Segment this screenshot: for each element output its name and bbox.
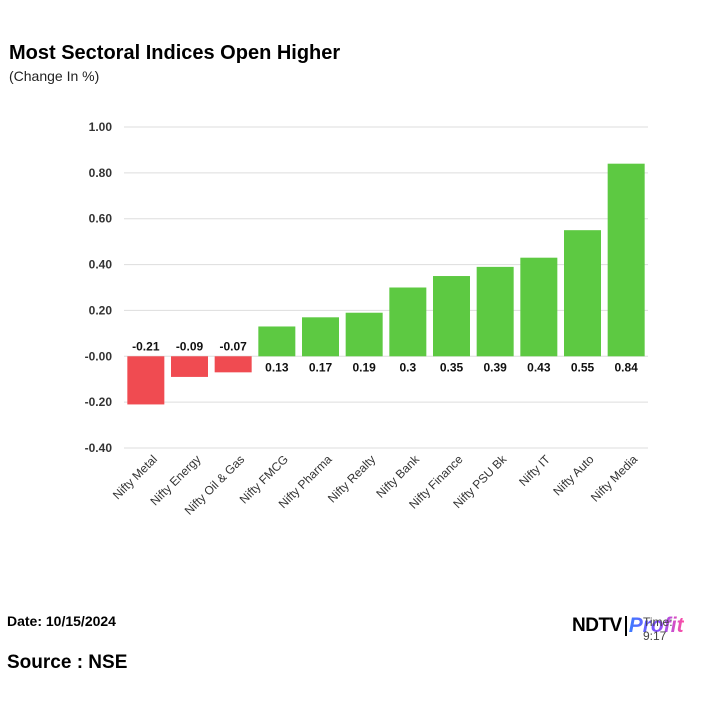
data-label: 0.19 — [352, 360, 376, 374]
y-tick-label: 0.80 — [89, 166, 113, 180]
bar — [214, 356, 252, 373]
bar — [607, 163, 645, 357]
data-label: 0.55 — [571, 360, 595, 374]
logo-time-text: Time: 9:17 — [643, 615, 673, 643]
y-tick-label: -0.20 — [85, 395, 113, 409]
y-tick-label: -0.00 — [85, 349, 113, 363]
bar — [127, 356, 165, 405]
x-tick-label: Nifty Media — [588, 452, 641, 505]
logo-ndtv-text: NDTV — [572, 615, 622, 636]
y-tick-label: -0.40 — [85, 441, 113, 455]
data-label: 0.84 — [614, 360, 638, 374]
data-label: -0.21 — [132, 339, 160, 353]
data-label: 0.43 — [527, 360, 551, 374]
bar — [520, 257, 558, 357]
data-label: -0.09 — [176, 339, 204, 353]
data-label: -0.07 — [219, 339, 247, 353]
data-label: 0.3 — [399, 360, 416, 374]
bar — [433, 276, 470, 357]
bar — [389, 287, 427, 357]
chart-subtitle: (Change In %) — [9, 68, 100, 84]
data-label: 0.35 — [440, 360, 464, 374]
data-label: 0.17 — [309, 360, 333, 374]
date-label: Date: 10/15/2024 — [7, 613, 116, 629]
y-tick-label: 0.40 — [89, 258, 113, 272]
x-tick-label: Nifty Realty — [325, 452, 378, 505]
bar — [302, 317, 339, 357]
source-label: Source : NSE — [7, 652, 128, 673]
ndtv-profit-logo: NDTV Profit Time: 9:17 — [572, 613, 684, 643]
bar — [171, 356, 208, 377]
data-label: 0.13 — [265, 360, 289, 374]
y-tick-label: 0.20 — [89, 303, 113, 317]
y-tick-label: 1.00 — [89, 120, 113, 134]
x-tick-label: Nifty IT — [516, 452, 553, 489]
y-tick-label: 0.60 — [89, 212, 113, 226]
chart-title: Most Sectoral Indices Open Higher — [9, 42, 341, 64]
logo-divider — [624, 616, 627, 636]
bar — [564, 230, 601, 357]
logo-profit-text: Profit — [628, 614, 684, 637]
bar — [345, 312, 383, 357]
bar — [476, 266, 514, 357]
bar-chart: 1.00 0.80 0.60 0.40 0.20 -0.00 -0.20 -0.40 -0.21… — [85, 120, 648, 518]
bar — [258, 326, 296, 357]
data-label: 0.39 — [483, 360, 507, 374]
